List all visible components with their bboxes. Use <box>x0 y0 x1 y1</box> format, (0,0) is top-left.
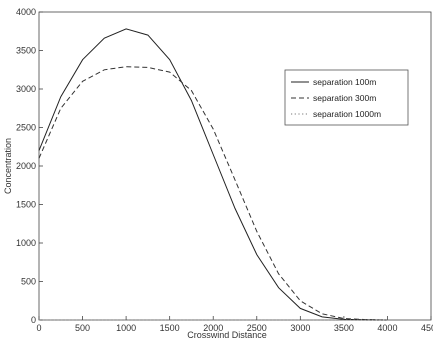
series-line-1 <box>38 28 388 321</box>
ticks-layer: 0 500 1000 1500 2000 2500 3000 3500 4000 4500 0 500… <box>16 7 433 333</box>
x-tick-label: 3500 <box>334 323 354 333</box>
x-tick-label: 1000 <box>116 323 136 333</box>
x-tick-label: 4000 <box>377 323 397 333</box>
x-tick-label: 2000 <box>203 323 223 333</box>
y-tick-label: 3000 <box>16 84 36 94</box>
x-tick-label: 0 <box>36 323 41 333</box>
legend: separation 100m separation 300m separation… <box>284 69 409 126</box>
y-tick-label: 2000 <box>16 161 36 171</box>
series-layer <box>38 28 388 321</box>
legend-label-1: separation 100m <box>313 77 376 87</box>
y-tick-label: 1500 <box>16 200 36 210</box>
plot-frame <box>38 11 432 321</box>
x-tick-label: 2500 <box>247 323 267 333</box>
x-tick-label: 1500 <box>160 323 180 333</box>
x-tick-label: 4500 <box>421 323 433 333</box>
y-tick-label: 3500 <box>16 46 36 56</box>
y-axis-title: Concentration <box>3 138 13 194</box>
y-tick-label: 0 <box>31 315 36 325</box>
legend-box <box>284 69 409 126</box>
legend-label-3: separation 1000m <box>313 109 381 119</box>
legend-label-2: separation 300m <box>313 93 376 103</box>
y-tick-label: 4000 <box>16 7 36 17</box>
y-tick-label: 1000 <box>16 238 36 248</box>
series-line-2 <box>38 66 388 321</box>
y-tick-label: 500 <box>21 277 36 287</box>
y-tick-label: 2500 <box>16 123 36 133</box>
x-tick-label: 3000 <box>290 323 310 333</box>
x-tick-label: 500 <box>75 323 90 333</box>
x-axis-title: Crosswind Distance <box>187 330 267 340</box>
